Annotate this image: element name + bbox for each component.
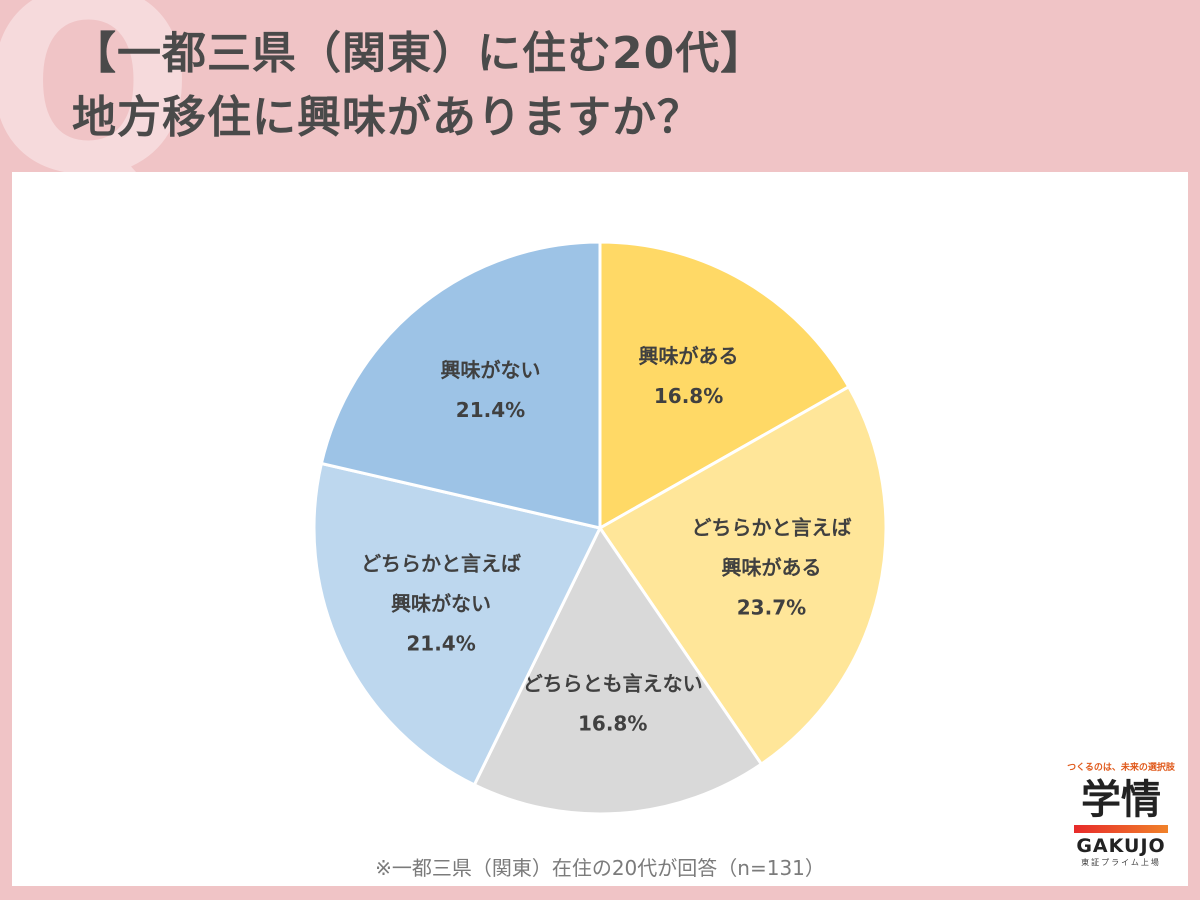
pie-slice-category: 興味がある: [639, 344, 739, 368]
pie-slice-label-3: どちらかと言えば興味がない 21.4%: [361, 552, 521, 656]
logo-sub: 東証プライム上場: [1081, 858, 1161, 867]
pie-slice-0: [598, 240, 851, 531]
pie-slice-value: 16.8%: [654, 384, 723, 408]
pie-slice-4: [319, 240, 602, 530]
logo-mark: 学情: [1081, 777, 1161, 823]
pie-slice-category: 興味がある: [721, 556, 821, 580]
pie-slice-label-2: どちらとも言えない 16.8%: [523, 672, 703, 736]
pie-slice-category: どちらかと言えば: [361, 552, 521, 576]
pie-slice-category: 興味がない: [391, 592, 491, 616]
logo-tagline: つくるのは、未来の選択肢: [1067, 763, 1175, 773]
gakujo-logo: つくるのは、未来の選択肢 学情 GAKUJO 東証プライム上場: [1056, 760, 1186, 868]
title-line-1: 【一都三県（関東）に住む20代】: [72, 28, 766, 79]
pie-slice-3: [312, 461, 603, 787]
pie-slice-value: 21.4%: [456, 398, 525, 422]
pie-slice-category: どちらかと言えば: [691, 516, 851, 540]
pie-slice-value: 21.4%: [406, 632, 475, 656]
pie-slice-2: [472, 525, 764, 816]
pie-slice-label-4: 興味がない 21.4%: [440, 358, 540, 422]
pie-slice-1: [597, 384, 888, 767]
title-line-2: 地方移住に興味がありますか？: [72, 92, 702, 143]
logo-bar: [1074, 825, 1168, 833]
pie-slice-value: 16.8%: [578, 712, 647, 736]
logo-name: GAKUJO: [1076, 835, 1166, 857]
pie-slice-label-0: 興味がある 16.8%: [639, 344, 739, 408]
pie-slice-value: 23.7%: [737, 596, 806, 620]
pie-chart: 興味がある 16.8%どちらかと言えば興味がある 23.7%どちらとも言えない 16.…: [312, 240, 888, 816]
page-title: 【一都三県（関東）に住む20代】 地方移住に興味がありますか？: [72, 22, 765, 150]
footnote: ※一都三県（関東）在住の20代が回答（n=131）: [375, 856, 825, 880]
pie-slice-label-1: どちらかと言えば興味がある 23.7%: [691, 516, 851, 620]
pie-slice-category: 興味がない: [440, 358, 540, 382]
chart-panel: 興味がある 16.8% どちらかと言えば興味がある 23.7% どちらとも言えない 16.…: [12, 172, 1188, 886]
pie-slice-category: どちらとも言えない: [523, 672, 703, 696]
